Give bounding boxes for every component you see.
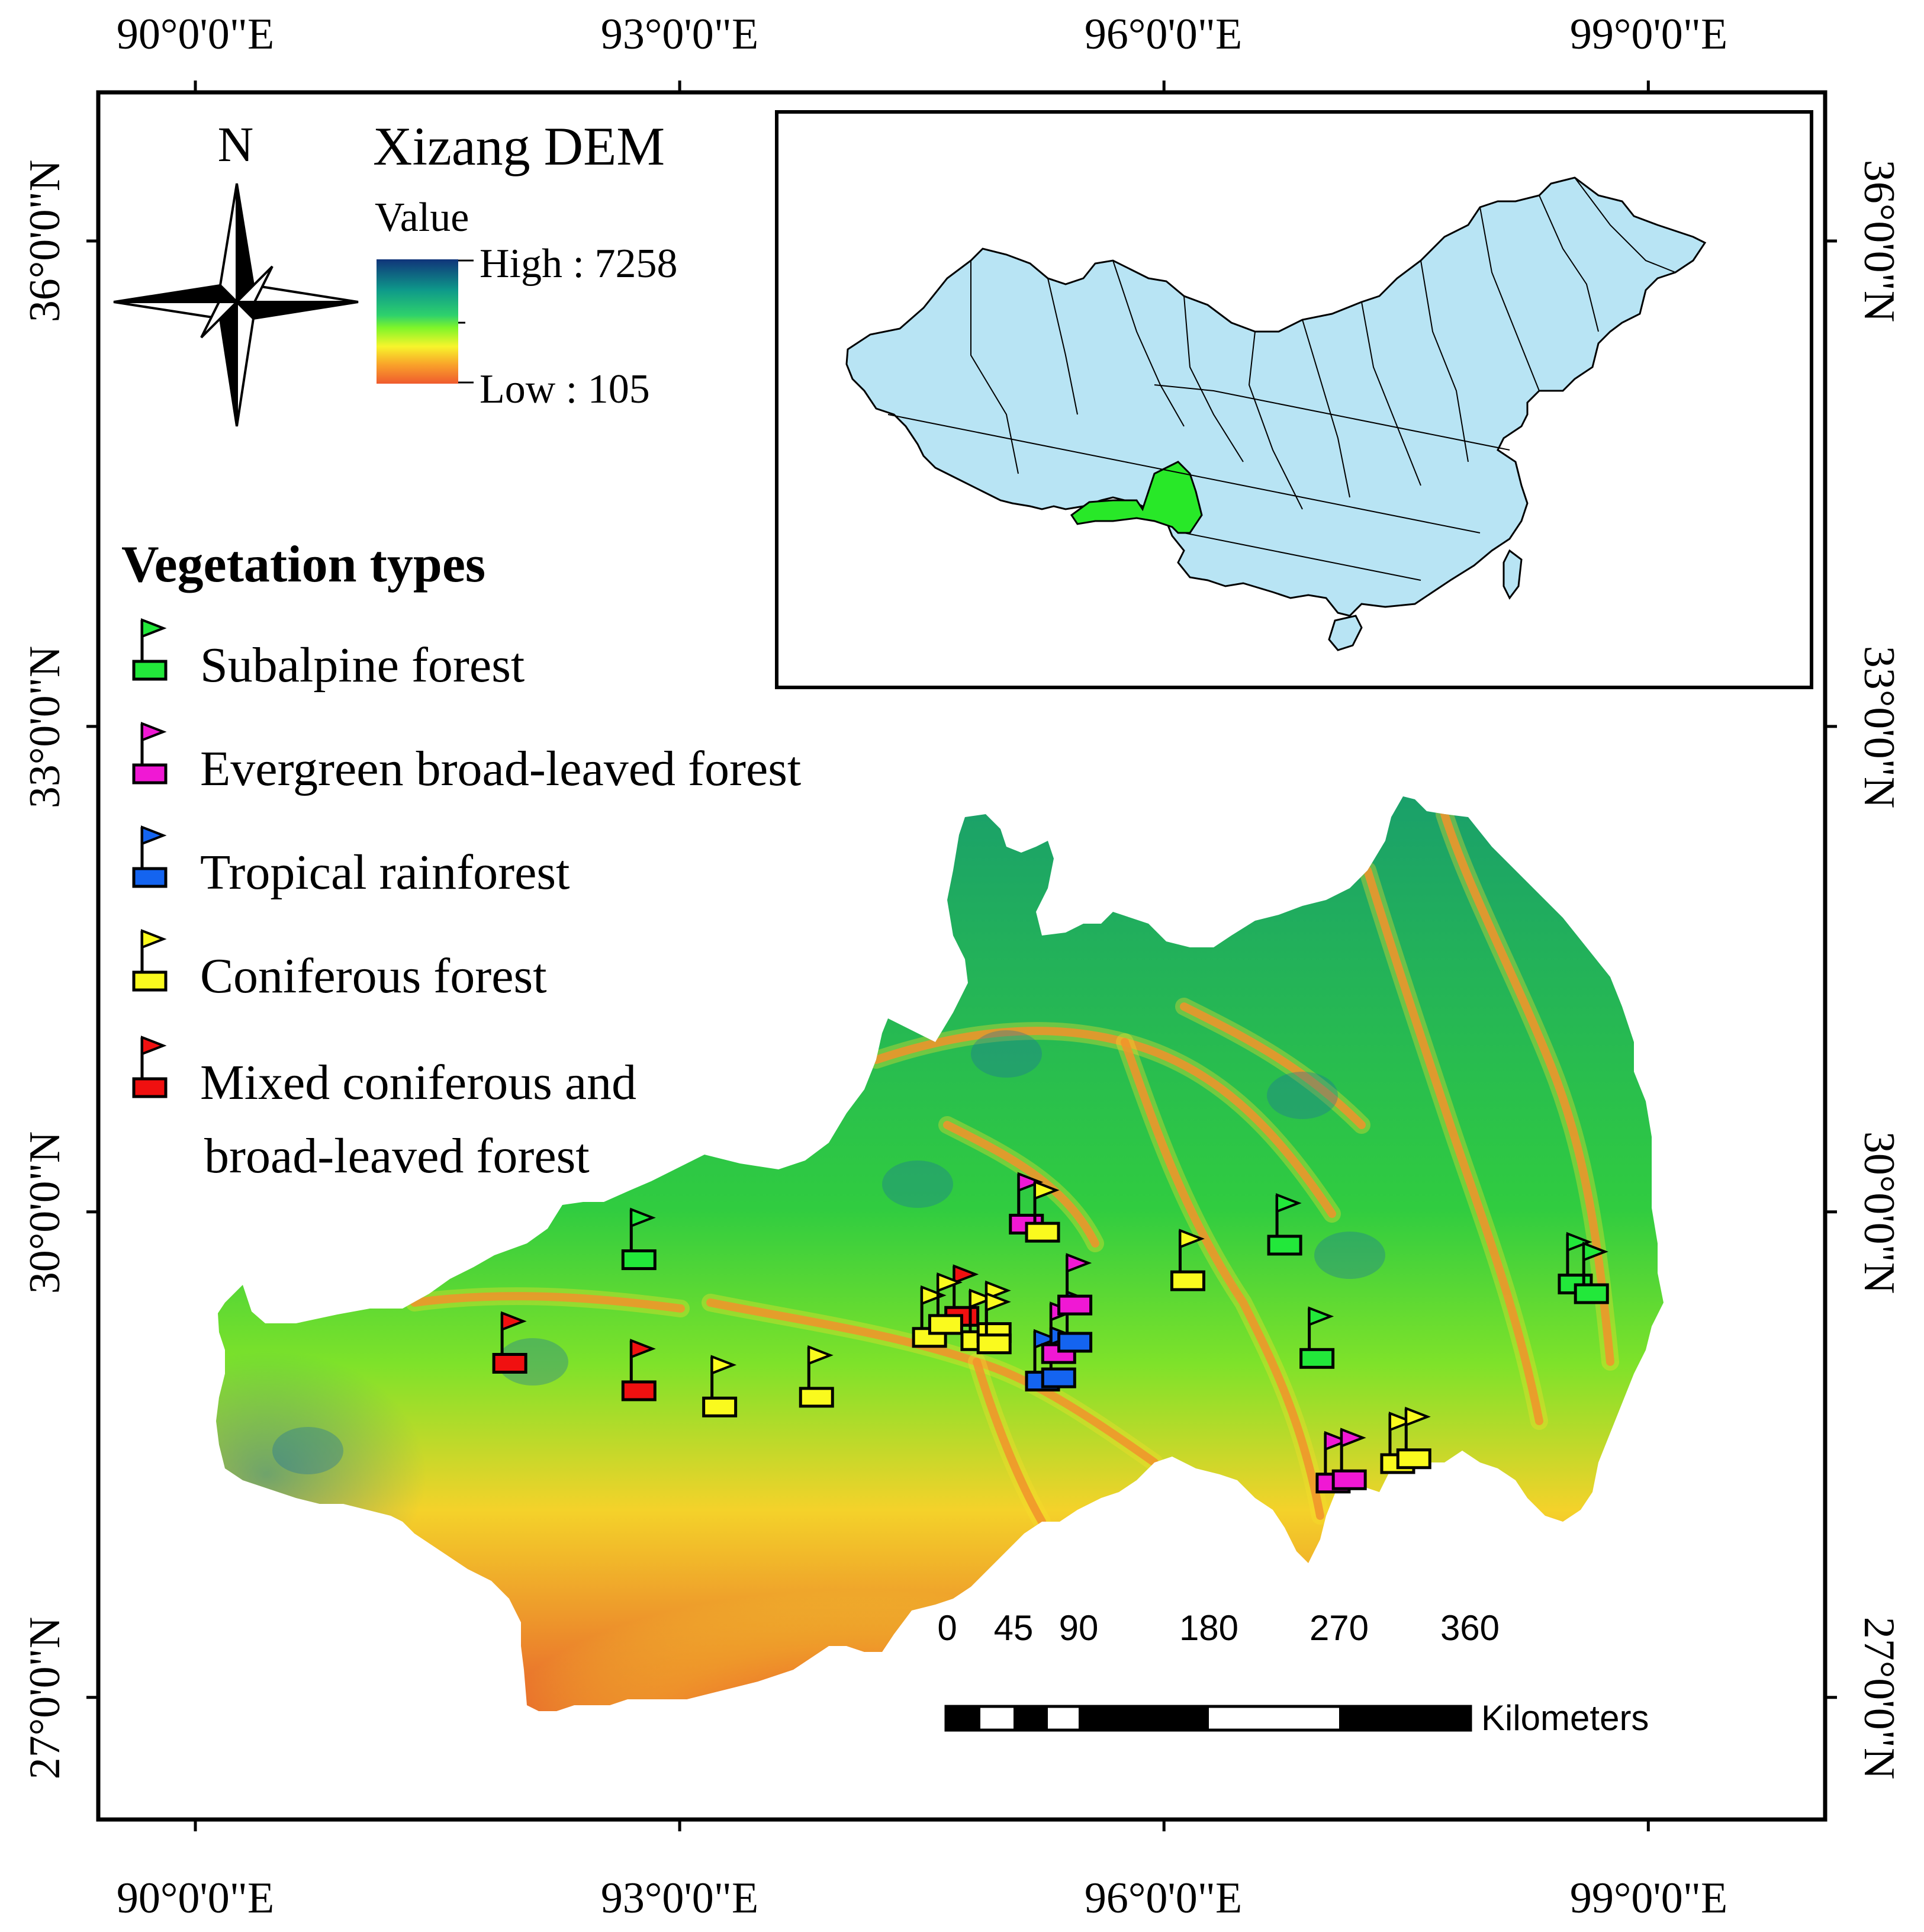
china-outline bbox=[845, 176, 1707, 617]
top-lon-label: 99°0'0"E bbox=[1570, 10, 1727, 59]
scale-tick-label: 0 bbox=[937, 1608, 957, 1648]
taiwan-island bbox=[1502, 549, 1523, 600]
graticule-ticks bbox=[86, 81, 1837, 1831]
site-flag-marker bbox=[702, 1355, 738, 1417]
bottom-lon-label: 96°0'0"E bbox=[1085, 1874, 1242, 1923]
highlighted-region bbox=[1070, 461, 1203, 534]
scale-tick-label: 45 bbox=[994, 1608, 1034, 1648]
site-flag-marker bbox=[976, 1291, 1012, 1355]
dem-low-label: Low : 105 bbox=[480, 367, 650, 412]
province-boundaries bbox=[887, 177, 1676, 581]
left-lat-label: 30°0'0"N bbox=[21, 1131, 69, 1294]
site-flag-marker bbox=[1331, 1428, 1367, 1490]
bottom-lon-label: 93°0'0"E bbox=[601, 1874, 758, 1923]
scale-tick-label: 180 bbox=[1179, 1608, 1238, 1648]
vegetation-legend-label: broad-leaved forest bbox=[204, 1129, 590, 1184]
map-frame bbox=[96, 90, 1828, 1822]
site-flag-marker bbox=[1025, 1180, 1060, 1243]
legend-flag-icon bbox=[132, 1036, 168, 1098]
legend-flag-icon bbox=[132, 618, 168, 681]
site-flag-marker bbox=[928, 1272, 963, 1335]
dem-high-label: High : 7258 bbox=[480, 241, 677, 287]
site-flag-marker bbox=[621, 1207, 657, 1271]
bottom-lon-label: 99°0'0"E bbox=[1570, 1874, 1727, 1923]
scale-tick-label: 90 bbox=[1059, 1608, 1099, 1648]
site-flag-marker bbox=[1396, 1406, 1431, 1470]
compass-rose-icon: N bbox=[113, 117, 359, 427]
hainan-island bbox=[1328, 615, 1363, 651]
inset-map bbox=[775, 110, 1813, 689]
dem-legend: Xizang DEM Value High : 7258 Low : 105 bbox=[373, 116, 677, 412]
legend-flag-icon bbox=[132, 825, 168, 888]
north-letter: N bbox=[218, 117, 254, 172]
vegetation-legend: Vegetation types Subalpine forest Evergre… bbox=[121, 536, 801, 1184]
legend-flag-icon bbox=[132, 929, 168, 992]
legend-flag-icon bbox=[132, 722, 168, 785]
sample-sites bbox=[492, 1172, 1609, 1494]
vegetation-legend-label: Mixed coniferous and bbox=[200, 1055, 636, 1110]
bottom-lon-label: 90°0'0"E bbox=[117, 1874, 274, 1923]
right-lat-label: 36°0'0"N bbox=[1855, 160, 1903, 323]
top-lon-label: 90°0'0"E bbox=[117, 10, 274, 59]
site-flag-marker bbox=[1057, 1253, 1093, 1316]
site-flag-marker bbox=[492, 1311, 527, 1374]
right-lat-label: 30°0'0"N bbox=[1855, 1131, 1903, 1294]
right-lat-label: 33°0'0"N bbox=[1855, 646, 1903, 809]
scale-tick-label: 360 bbox=[1440, 1608, 1500, 1648]
vegetation-legend-label: Coniferous forest bbox=[200, 949, 547, 1004]
site-flag-marker bbox=[1267, 1193, 1302, 1256]
right-lat-label: 27°0'0"N bbox=[1855, 1617, 1903, 1780]
top-lon-label: 96°0'0"E bbox=[1085, 10, 1242, 59]
dem-value-label: Value bbox=[375, 195, 469, 240]
dem-legend-title: Xizang DEM bbox=[373, 116, 665, 176]
river-valleys bbox=[272, 805, 1619, 1531]
scale-unit: Kilometers bbox=[1481, 1698, 1649, 1738]
scale-bar: 0 45 90 180 270 360 Kilometers bbox=[937, 1608, 1649, 1738]
site-flag-marker bbox=[1170, 1229, 1205, 1291]
left-lat-label: 36°0'0"N bbox=[21, 160, 69, 323]
dem-color-ramp bbox=[377, 259, 458, 384]
vegetation-legend-label: Tropical rainforest bbox=[200, 845, 570, 900]
left-lat-label: 33°0'0"N bbox=[21, 646, 69, 809]
vegetation-legend-title: Vegetation types bbox=[121, 536, 485, 593]
left-lat-label: 27°0'0"N bbox=[21, 1617, 69, 1780]
scale-tick-label: 270 bbox=[1310, 1608, 1369, 1648]
site-flag-marker bbox=[621, 1339, 657, 1401]
site-flag-marker bbox=[799, 1345, 834, 1408]
site-flag-marker bbox=[1574, 1242, 1609, 1304]
coordinate-labels: 90°0'0"E 93°0'0"E 96°0'0"E 99°0'0"E 90°0… bbox=[21, 10, 1903, 1923]
top-lon-label: 93°0'0"E bbox=[601, 10, 758, 59]
site-flag-marker bbox=[1299, 1306, 1335, 1369]
vegetation-legend-label: Subalpine forest bbox=[200, 638, 525, 693]
vegetation-legend-label: Evergreen broad-leaved forest bbox=[200, 741, 801, 796]
xizang-relief-map bbox=[216, 796, 1664, 1711]
